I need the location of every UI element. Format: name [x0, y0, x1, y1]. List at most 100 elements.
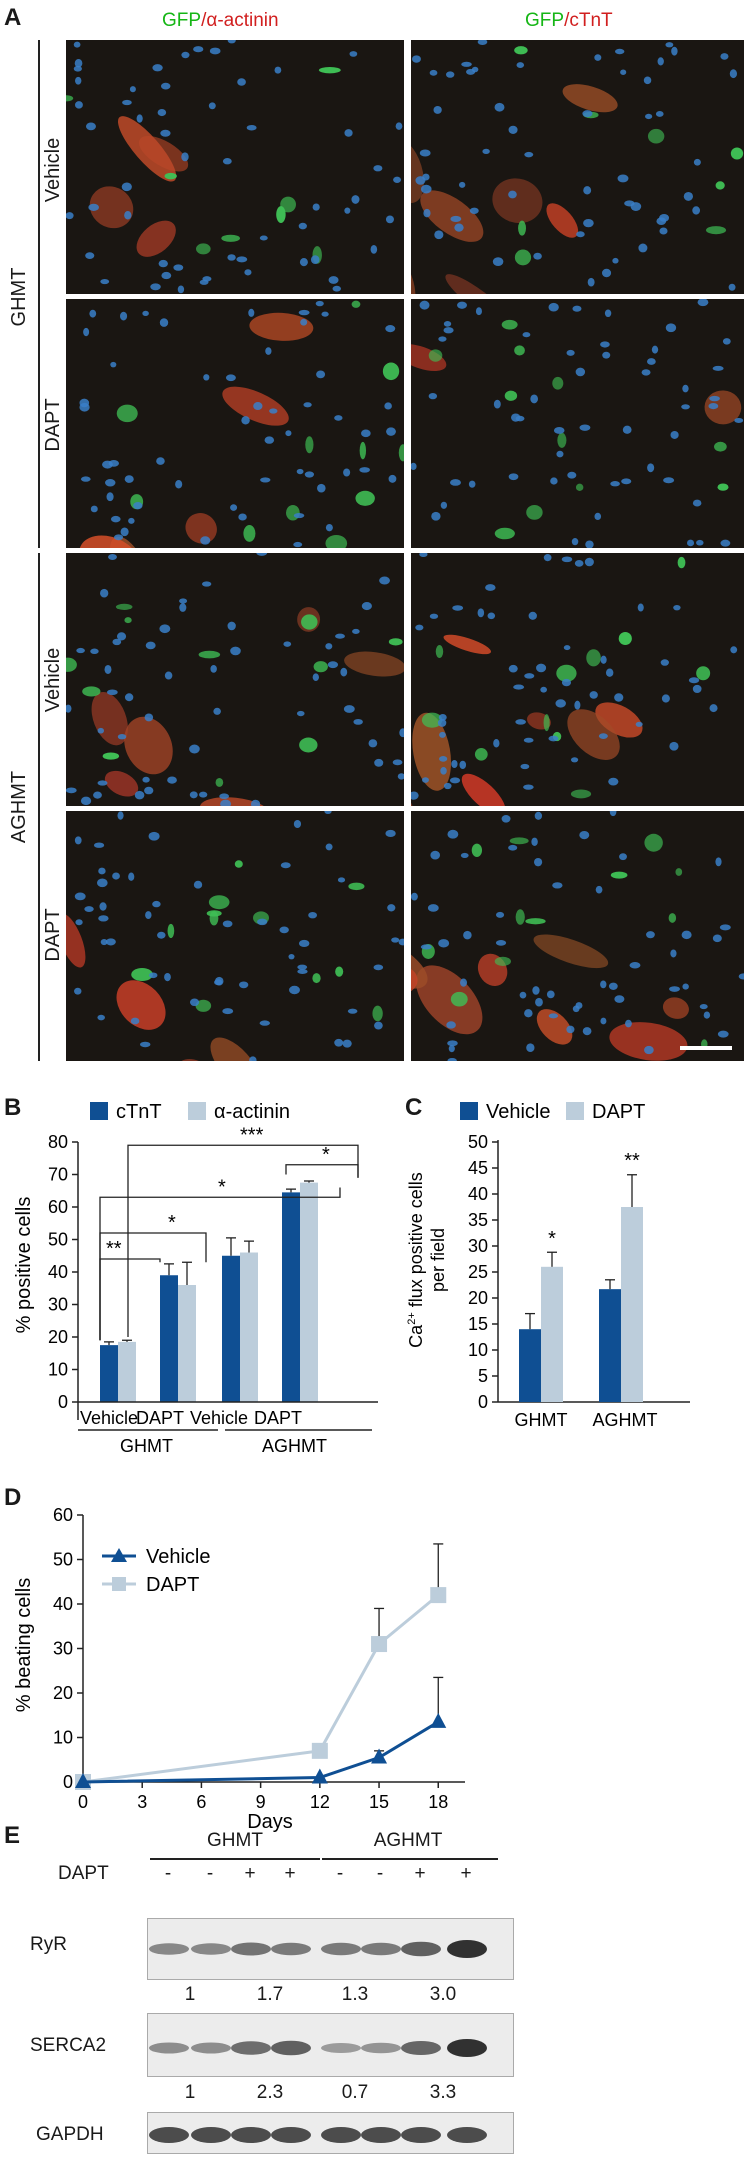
chart-b-ytick-label: 10: [48, 1360, 68, 1380]
blot-band: [447, 2039, 487, 2057]
legend-d: Vehicle DAPT: [102, 1546, 211, 1596]
blot-band: [271, 2040, 311, 2056]
blot-band: [191, 2042, 231, 2054]
panel-a-label: A: [4, 4, 22, 31]
chart-c-ytick-label: 30: [468, 1236, 488, 1256]
blot-band: [191, 2127, 231, 2143]
blot-band: [149, 2127, 189, 2143]
legend-d-dapt: DAPT: [146, 1574, 199, 1596]
col1-title: GFP/α-actinin: [162, 10, 279, 32]
chart-d-ytick-label: 40: [53, 1594, 73, 1614]
serca-ratio-1: 2.3: [256, 2082, 284, 2103]
scale-bar: [680, 1046, 732, 1050]
panel-b-label: B: [4, 1094, 22, 1121]
chart-c: Vehicle DAPT Ca2+ flux positive cells pe…: [406, 1101, 690, 1430]
micrograph-aghmt-vehicle-ctnt: [411, 553, 744, 806]
panel-e-label: E: [4, 1822, 21, 1849]
blot-band: [231, 1942, 271, 1956]
chart-b-bar-1-0: [118, 1341, 136, 1402]
blot-band: [231, 2127, 271, 2143]
chart-c-ytick-label: 40: [468, 1184, 488, 1204]
serca-ratio-0: 1: [184, 2082, 196, 2103]
chart-b-ytick-label: 50: [48, 1230, 68, 1250]
chart-d-ytick-label: 10: [53, 1728, 73, 1748]
blot-group-line-aghmt: [322, 1858, 498, 1860]
chart-b-sig-2: *: [218, 1176, 226, 1198]
chart-b-sig-bracket-3: [285, 1164, 359, 1178]
col1-title-gfp: GFP: [162, 10, 202, 31]
ryr-ratio-3: 3.0: [429, 1984, 457, 2005]
chart-d-ytick-label: 0: [63, 1772, 73, 1792]
blot-band: [149, 1943, 189, 1955]
blot-band: [401, 1941, 441, 1957]
legend-c-vehicle-swatch: [460, 1102, 478, 1120]
chart-c-bar-1-0: [541, 1266, 563, 1402]
chart-b-bar-0-2: [222, 1255, 240, 1402]
blot-band: [231, 2041, 271, 2055]
chart-b-group-1: AGHMT: [262, 1436, 327, 1456]
chart-b: cTnT α-actinin % positive cells 0 10 20 30 4…: [13, 1101, 378, 1456]
group-bracket-aghmt: [38, 553, 40, 1061]
blot-serca2: [147, 2013, 514, 2077]
col1-title-actinin: /α-actinin: [201, 10, 279, 31]
chart-c-ytick-label: 5: [478, 1366, 488, 1386]
ryr-ratio-2: 1.3: [341, 1984, 369, 2005]
chart-b-xtick-1: DAPT: [136, 1408, 184, 1428]
chart-d-ytick-label: 20: [53, 1683, 73, 1703]
chart-c-ytick-label: 0: [478, 1392, 488, 1412]
micrograph-aghmt-vehicle-actinin: [66, 553, 404, 806]
chart-b-sig-1: *: [168, 1212, 176, 1234]
chart-c-ytick-label: 25: [468, 1262, 488, 1282]
legend-d-vehicle: Vehicle: [146, 1546, 211, 1568]
blot-band: [447, 2127, 487, 2143]
micrograph-ghmt-dapt-ctnt: [411, 299, 744, 548]
blot-band: [401, 2127, 441, 2143]
chart-d-xtick-label: 3: [137, 1792, 147, 1812]
chart-d-point-vehicle-0: [75, 1773, 91, 1788]
chart-b-ytick-label: 60: [48, 1197, 68, 1217]
chart-b-bar-0-3: [282, 1192, 300, 1402]
legend-c-dapt-swatch: [566, 1102, 584, 1120]
chart-c-sig-0: *: [548, 1228, 556, 1250]
dapt-sign-lane-3: +: [244, 1863, 256, 1884]
blot-band: [271, 2127, 311, 2143]
panel-c-label: C: [405, 1094, 423, 1121]
blot-gapdh: [147, 2112, 514, 2154]
chart-c-ylabel: Ca2+ flux positive cells per field: [406, 1172, 448, 1348]
legend-d-vehicle-marker: [111, 1548, 127, 1562]
band-label-gapdh: GAPDH: [36, 2124, 104, 2145]
blot-band: [361, 2042, 401, 2054]
col2-title-ctnt: /cTnT: [564, 10, 613, 31]
legend-b-actinin: α-actinin: [214, 1101, 290, 1123]
band-label-ryr: RyR: [30, 1934, 67, 1955]
chart-d-ytick-label: 60: [53, 1505, 73, 1525]
dapt-sign-lane-1: -: [164, 1863, 172, 1884]
blot-band: [401, 2041, 441, 2055]
chart-b-bar-1-3: [300, 1182, 318, 1402]
blot-band: [361, 2127, 401, 2143]
chart-b-bar-0-1: [160, 1275, 178, 1402]
chart-c-ytick-label: 35: [468, 1210, 488, 1230]
chart-d: % beating cells 0 10 20 30 40 50 60 0 3 6 9 12 15 18…: [13, 1505, 465, 1833]
blot-band: [321, 2043, 361, 2053]
chart-b-ytick-label: 20: [48, 1327, 68, 1347]
chart-c-sig-1: **: [624, 1150, 640, 1172]
micrograph-aghmt-dapt-actinin: [66, 811, 404, 1061]
dapt-sign-lane-2: -: [206, 1863, 214, 1884]
chart-d-point-vehicle-2: [371, 1748, 388, 1764]
blot-group-ghmt: GHMT: [207, 1830, 263, 1851]
chart-c-ytick-label: 15: [468, 1314, 488, 1334]
group-label-aghmt: AGHMT: [8, 770, 30, 844]
dapt-row-label: DAPT: [58, 1863, 109, 1884]
chart-d-xtick-label: 18: [428, 1792, 448, 1812]
chart-b-sig-4: ***: [240, 1124, 264, 1146]
chart-b-xtick-0: Vehicle: [80, 1408, 138, 1428]
group-label-ghmt: GHMT: [8, 267, 30, 327]
blot-band: [321, 2127, 361, 2143]
blot-group-line-ghmt: [150, 1858, 320, 1860]
blot-group-aghmt: AGHMT: [373, 1830, 443, 1851]
group-bracket-ghmt: [38, 40, 40, 548]
chart-b-ytick-label: 30: [48, 1295, 68, 1315]
dapt-sign-lane-8: +: [460, 1863, 472, 1884]
chart-b-sig-bracket-4: [127, 1144, 359, 1337]
